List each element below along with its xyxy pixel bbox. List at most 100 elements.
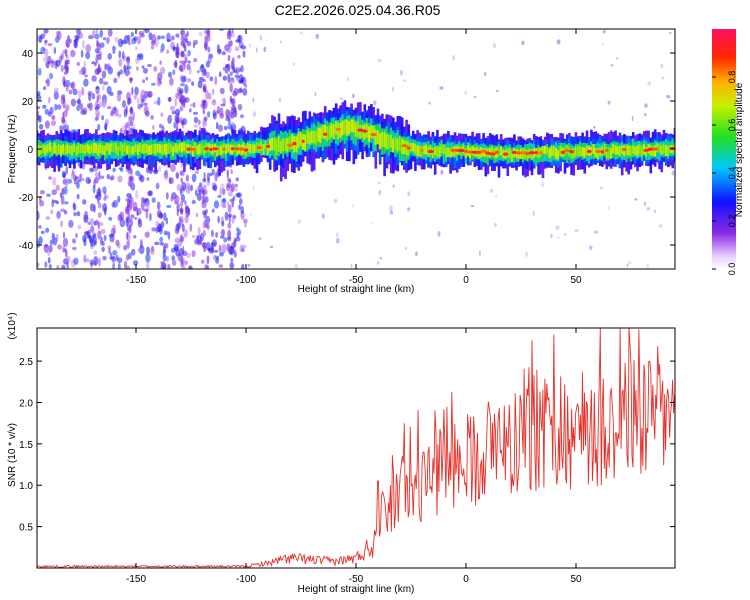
spectrogram-speckle [205, 36, 209, 46]
spectrogram-band-cell [169, 143, 173, 152]
spectrogram-y-axis: -40 -20 0 20 40 [19, 49, 675, 252]
spectrogram-peak-spot [239, 147, 245, 151]
spectrogram-speckle [203, 68, 207, 76]
spectrogram-band-cell [75, 146, 78, 156]
spectrogram-speckle [81, 39, 85, 49]
spectrogram-speckle [91, 93, 96, 100]
spectrogram-speckle [64, 59, 67, 68]
snr-series-line [37, 328, 675, 568]
spectrogram-band-cell [631, 145, 635, 154]
spectrogram-speckle [653, 209, 657, 213]
spectrogram-band-cell [372, 125, 375, 139]
spectrogram-band-cell [537, 148, 540, 159]
spectrogram-speckle [150, 247, 155, 256]
spectrogram-speckle [647, 81, 652, 86]
spectrogram-peak-spot [605, 148, 609, 152]
spectrogram-speckle [187, 60, 191, 64]
spectrogram-speckle [237, 55, 241, 59]
spectrogram-band-cell [449, 148, 452, 157]
spectrogram-speckle [229, 71, 233, 76]
spectrogram-band-cell [218, 145, 221, 155]
spectrogram-speckle [56, 210, 61, 219]
spectrogram-speckle [179, 188, 183, 196]
spectrogram-speckle [231, 197, 235, 208]
spectrogram-speckle [193, 124, 199, 128]
spectrogram-band-cell [101, 145, 105, 155]
spectrogram-band-cell [88, 145, 92, 154]
spectrogram-band-cell [37, 145, 41, 157]
spectrogram-speckle [227, 54, 231, 62]
spectrogram-speckle [174, 114, 179, 123]
spectrogram-speckle [118, 58, 123, 67]
spectrogram-speckle [180, 162, 183, 168]
spectrogram-band-cell [581, 147, 584, 157]
spectrogram-speckle [107, 106, 112, 110]
spectrogram-speckle [123, 64, 127, 74]
spectrogram-speckle [264, 46, 267, 49]
spectrogram-speckle [233, 251, 237, 258]
spectrogram-speckle [218, 71, 222, 78]
x-tick-label: 0 [463, 574, 469, 585]
spectrogram-speckle [198, 32, 203, 37]
spectrogram-speckle [376, 261, 380, 265]
spectrogram-speckle [166, 255, 169, 262]
spectrogram-speckle [81, 86, 85, 96]
spectrogram-speckle [240, 64, 244, 73]
spectrogram-speckle [181, 223, 185, 232]
spectrogram-speckle [144, 231, 150, 238]
spectrogram-band-cell [466, 145, 470, 156]
spectrogram-speckle [63, 186, 68, 195]
spectrogram-speckle [234, 74, 240, 78]
spectrogram-peak-spot [357, 128, 364, 132]
spectrogram-speckle [87, 229, 91, 239]
spectrogram-speckle [137, 217, 141, 225]
spectrogram-speckle [168, 71, 172, 78]
spectrogram-speckle [196, 192, 202, 202]
spectrogram-speckle [378, 190, 381, 196]
spectrogram-speckle [191, 173, 197, 183]
spectrogram-band-cell [392, 138, 395, 153]
spectrogram-speckle [189, 223, 193, 232]
figure-title: C2E2.2026.025.04.36.R05 [274, 2, 441, 18]
spectrogram-speckle [108, 216, 113, 221]
spectrogram-band-cell [125, 145, 129, 155]
spectrogram-band-cell [306, 129, 309, 144]
spectrogram-speckle [371, 221, 374, 225]
spectrogram-speckle [77, 224, 82, 230]
snr-plot-area [37, 328, 675, 568]
spectrogram-speckle [229, 245, 235, 256]
spectrogram-speckle [203, 211, 207, 219]
spectrogram-speckle [391, 87, 394, 92]
spectrogram-speckle [213, 249, 219, 253]
spectrogram-speckle [52, 177, 57, 186]
spectrogram-speckle [226, 169, 229, 179]
spectrogram-speckle [167, 263, 171, 269]
snr-x-axis: -150 -100 -50 0 50 [126, 328, 582, 585]
spectrogram-speckle [117, 262, 121, 269]
y-tick-label: 2.5 [19, 357, 33, 368]
spectrogram-speckle [160, 35, 165, 40]
spectrogram-speckle [112, 45, 116, 52]
spectrogram-speckle [133, 36, 138, 41]
spectrogram-speckle [112, 262, 115, 269]
spectrogram-speckle [129, 107, 133, 114]
spectrogram-speckle [181, 120, 184, 125]
spectrogram-speckle [140, 200, 145, 211]
spectrogram-speckle [180, 177, 183, 184]
spectrogram-peak-spot [335, 127, 342, 131]
spectrogram-speckle [101, 246, 105, 252]
spectrogram-speckle [55, 184, 60, 191]
spectrogram-band-cell [541, 145, 545, 155]
spectrogram-speckle [644, 103, 648, 108]
spectrogram-speckle [225, 64, 229, 68]
spectrogram-band-cell [103, 145, 107, 156]
spectrogram-band-cell [260, 141, 263, 151]
spectrogram-speckle [389, 205, 393, 211]
spectrogram-speckle [346, 77, 349, 82]
spectrogram-speckle [83, 78, 89, 87]
spectrogram-speckle [151, 197, 156, 203]
spectrogram-speckle [72, 238, 76, 244]
spectrogram-band-cell [579, 146, 582, 157]
spectrogram-speckle [221, 97, 225, 103]
spectrogram-speckle [97, 43, 102, 51]
